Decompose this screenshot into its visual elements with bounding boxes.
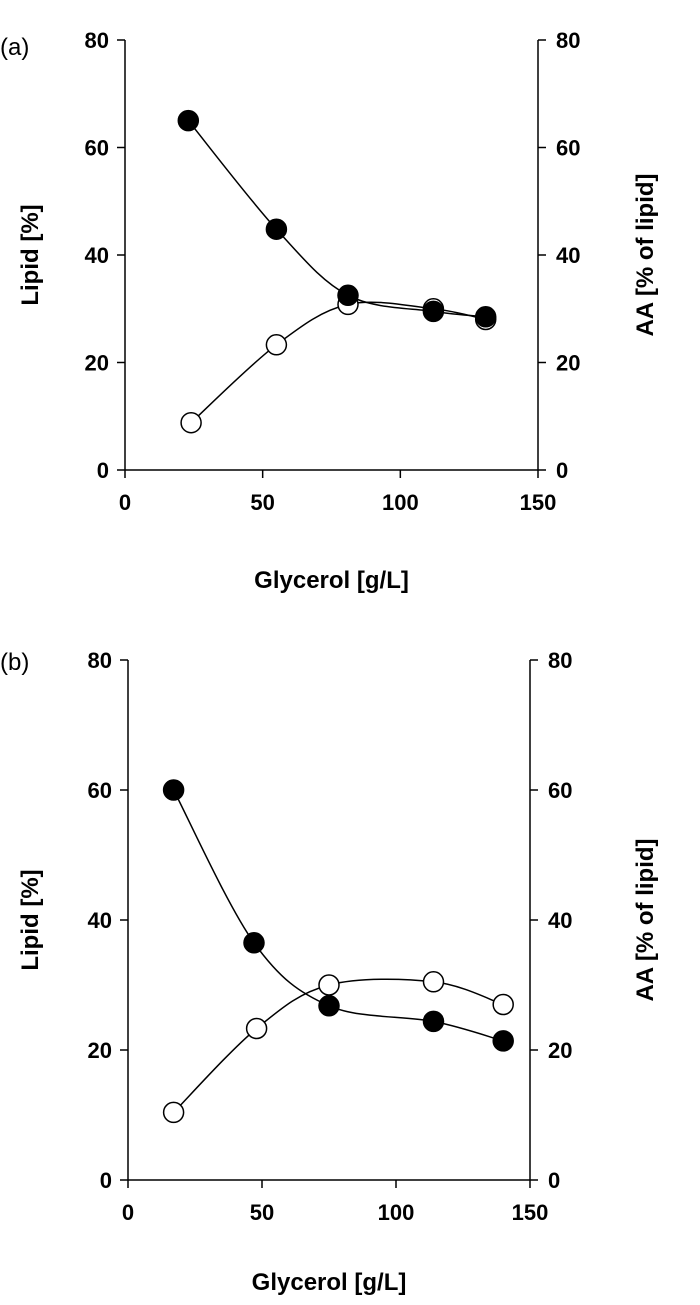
aa-data-point <box>318 974 340 996</box>
right-y-tick-label: 0 <box>548 1168 560 1193</box>
right-y-tick-label: 20 <box>556 351 580 376</box>
x-tick-label: 50 <box>250 490 274 515</box>
x-axis-title: Glycerol [g/L] <box>252 1269 407 1296</box>
lipid-data-point <box>337 284 359 307</box>
aa-series-line <box>173 978 504 1113</box>
right-y-tick-label: 0 <box>556 458 568 483</box>
lipid-data-point <box>162 779 185 801</box>
x-tick-label: 0 <box>122 1200 134 1225</box>
lipid-data-point <box>243 932 265 954</box>
aa-data-point <box>422 971 445 993</box>
left-y-tick-label: 0 <box>100 1168 112 1193</box>
aa-series-line <box>190 301 486 424</box>
panel-label: (b) <box>0 649 29 676</box>
left-y-tick-label: 40 <box>88 908 112 933</box>
right-y-tick-label: 40 <box>548 908 572 933</box>
lipid-series-line <box>187 120 486 318</box>
left-y-tick-label: 60 <box>88 778 112 803</box>
aa-data-point <box>180 411 202 434</box>
x-tick-label: 100 <box>378 1200 415 1225</box>
x-tick-label: 150 <box>520 490 557 515</box>
lipid-data-point <box>318 995 340 1017</box>
left-y-tick-label: 60 <box>85 136 109 161</box>
right-y-tick-label: 40 <box>556 243 580 268</box>
right-y-tick-label: 60 <box>556 136 580 161</box>
right-y-tick-label: 20 <box>548 1038 572 1063</box>
left-y-tick-label: 40 <box>85 243 109 268</box>
aa-data-point <box>162 1101 185 1124</box>
panel-label: (a) <box>0 34 29 61</box>
lipid-series-line <box>172 789 504 1042</box>
lipid-data-point <box>265 218 288 240</box>
left-y-axis-title: Lipid [%] <box>17 869 44 970</box>
lipid-data-point <box>422 300 445 323</box>
x-tick-label: 0 <box>119 490 131 515</box>
x-tick-label: 50 <box>250 1200 274 1225</box>
left-y-tick-label: 80 <box>88 648 112 673</box>
right-y-tick-label: 80 <box>548 648 572 673</box>
aa-data-point <box>245 1017 268 1040</box>
left-y-axis-title: Lipid [%] <box>17 204 44 305</box>
right-y-axis-title: AA [% of lipid] <box>632 838 659 1001</box>
x-tick-label: 150 <box>512 1200 549 1225</box>
left-y-tick-label: 20 <box>85 351 109 376</box>
lipid-data-point <box>177 109 200 132</box>
lipid-data-point <box>422 1010 445 1033</box>
left-y-tick-label: 80 <box>85 28 109 53</box>
right-y-tick-label: 80 <box>556 28 580 53</box>
left-y-tick-label: 0 <box>97 458 109 483</box>
lipid-data-point <box>474 306 497 328</box>
right-y-axis-title: AA [% of lipid] <box>632 173 659 336</box>
x-tick-label: 100 <box>382 490 419 515</box>
right-y-tick-label: 60 <box>548 778 572 803</box>
left-y-tick-label: 20 <box>88 1038 112 1063</box>
aa-data-point <box>492 993 514 1016</box>
x-axis-title: Glycerol [g/L] <box>254 567 409 594</box>
lipid-data-point <box>492 1030 514 1052</box>
aa-data-point <box>265 334 288 356</box>
